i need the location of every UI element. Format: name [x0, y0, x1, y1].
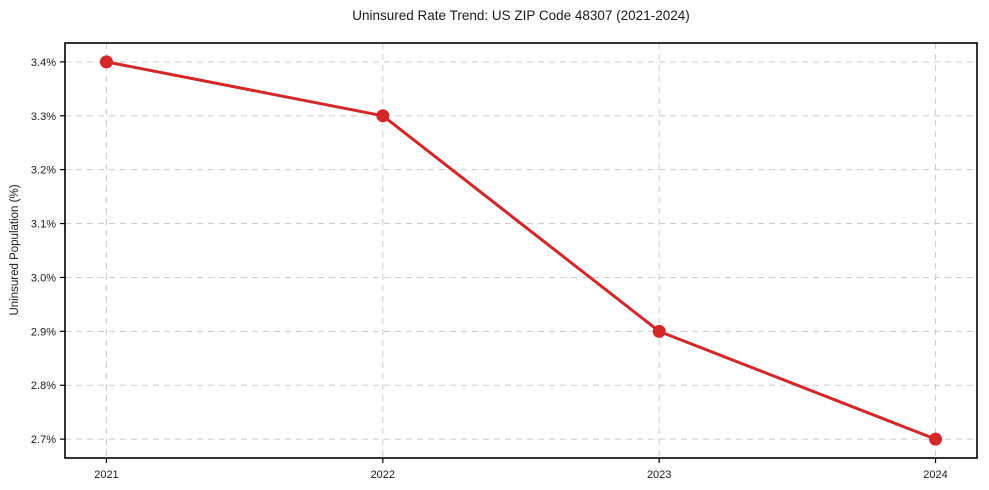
y-tick-label: 3.0%: [31, 272, 56, 284]
y-tick-label: 2.9%: [31, 326, 56, 338]
data-point: [929, 432, 943, 446]
chart-title: Uninsured Rate Trend: US ZIP Code 48307 …: [352, 8, 690, 23]
y-tick-label: 3.1%: [31, 219, 56, 231]
data-point: [99, 55, 113, 69]
x-tick-label: 2023: [647, 469, 671, 481]
y-axis-label: Uninsured Population (%): [9, 184, 21, 316]
y-tick-label: 2.8%: [31, 380, 56, 392]
y-tick-label: 3.3%: [31, 111, 56, 123]
x-tick-label: 2024: [923, 469, 947, 481]
y-tick-label: 3.4%: [31, 57, 56, 69]
y-tick-label: 2.7%: [31, 434, 56, 446]
x-tick-label: 2021: [94, 469, 118, 481]
data-point: [376, 109, 390, 123]
y-tick-label: 3.2%: [31, 165, 56, 177]
trend-line: [104, 60, 938, 441]
data-point: [652, 324, 666, 338]
x-tick-label: 2022: [371, 469, 395, 481]
plot-border: [64, 42, 978, 459]
